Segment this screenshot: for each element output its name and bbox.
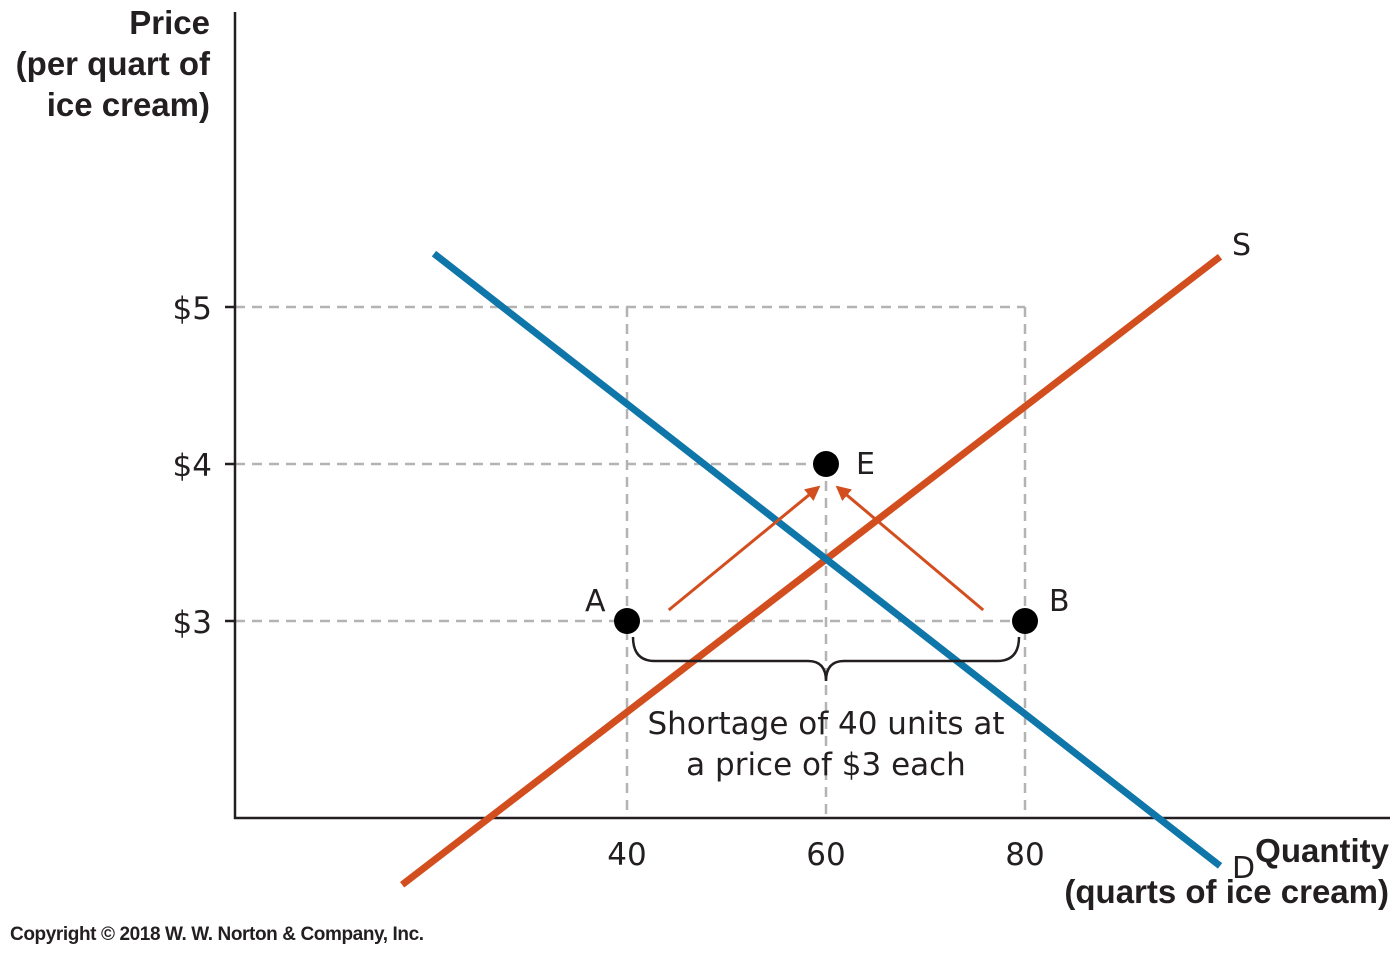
x-tick-label-80: 80 (1005, 837, 1044, 873)
supply-curve (399, 253, 1223, 888)
point-B (1012, 608, 1038, 634)
x-tick-label-40: 40 (607, 837, 646, 873)
y-axis-title-line-2: ice cream) (47, 86, 210, 123)
y-tick-label-4: $4 (173, 448, 212, 484)
copyright-notice: Copyright © 2018 W. W. Norton & Company,… (10, 924, 424, 945)
x-axis-title-line-0: Quantity (1255, 832, 1389, 869)
demand-curve (431, 250, 1223, 869)
labels: S D E A B 40 60 80 $3 $4 $5 Price (per quart of ice c… (16, 4, 1390, 910)
shortage-note-line-1: a price of $3 each (686, 747, 966, 783)
x-tick-label-60: 60 (806, 837, 845, 873)
series-label-S: S (1232, 228, 1251, 263)
brace-path (631, 636, 1021, 682)
series-label-D: D (1232, 851, 1255, 886)
y-axis-title-line-1: (per quart of (16, 45, 211, 82)
arrow-0 (667, 485, 821, 612)
curves (399, 250, 1223, 888)
supply-demand-chart: S D E A B 40 60 80 $3 $4 $5 Price (per quart of ice c… (16, 4, 1390, 910)
points (614, 451, 1038, 634)
point-A (614, 608, 640, 634)
arrow-1 (835, 485, 985, 612)
axes (225, 12, 1390, 820)
shortage-brace (631, 636, 1021, 682)
point-E (813, 451, 839, 477)
y-tick-label-5: $5 (173, 291, 212, 327)
point-label-E: E (856, 447, 875, 482)
shortage-arrows (667, 485, 985, 612)
x-axis-title-line-1: (quarts of ice cream) (1064, 873, 1389, 910)
y-tick-label-3: $3 (173, 605, 212, 641)
point-label-A: A (585, 584, 606, 619)
point-label-B: B (1049, 584, 1070, 619)
shortage-note-line-0: Shortage of 40 units at (647, 706, 1004, 742)
y-axis-title-line-0: Price (129, 4, 210, 41)
